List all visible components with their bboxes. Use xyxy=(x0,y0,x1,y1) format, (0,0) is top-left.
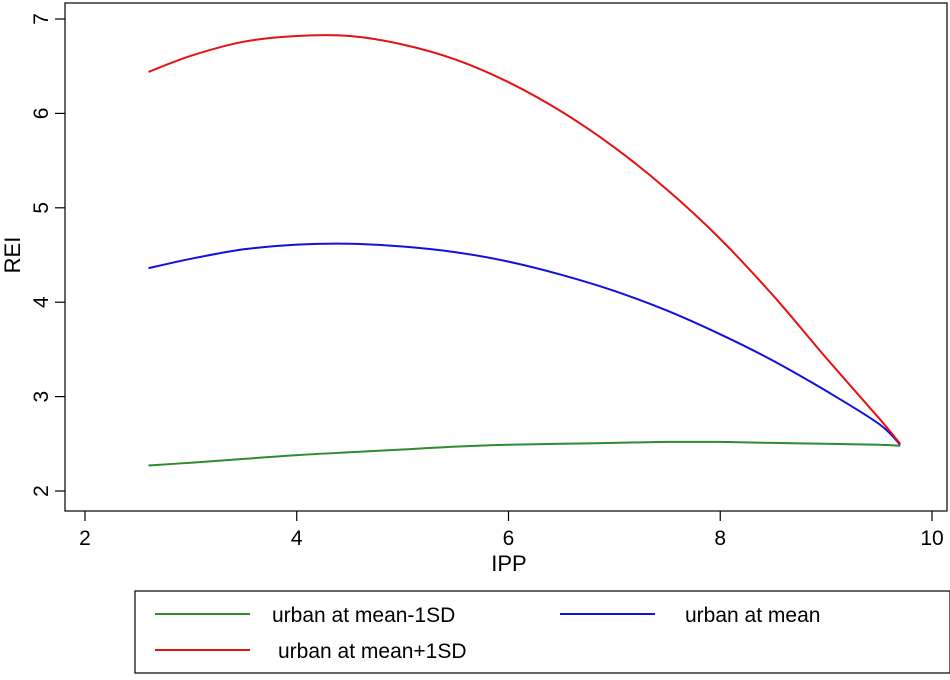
series-line-2 xyxy=(148,242,901,446)
x-tick-label: 4 xyxy=(291,527,303,550)
x-tick-label: 10 xyxy=(920,527,943,550)
legend-label-3: urban at mean+1SD xyxy=(278,640,467,663)
y-tick-label: 3 xyxy=(30,391,53,403)
legend: urban at mean-1SD urban at mean urban at m… xyxy=(155,604,820,663)
x-axis-label: IPP xyxy=(491,551,526,576)
y-tick-label: 4 xyxy=(30,296,53,308)
x-tick-label: 6 xyxy=(503,527,515,550)
series-line-1 xyxy=(148,440,901,467)
x-tick-label: 8 xyxy=(714,527,726,550)
y-tick-label: 2 xyxy=(30,485,53,497)
series-layer xyxy=(148,34,901,467)
x-axis: 2 4 6 8 10 xyxy=(79,511,944,550)
y-tick-label: 6 xyxy=(30,108,53,120)
series-line-3 xyxy=(148,34,901,445)
legend-label-2: urban at mean xyxy=(685,604,820,627)
x-tick-label: 2 xyxy=(79,527,91,550)
legend-box xyxy=(134,590,950,674)
plot-frame xyxy=(64,2,948,512)
y-axis-label: REI xyxy=(0,237,25,274)
y-tick-label: 5 xyxy=(30,202,53,214)
legend-label-1: urban at mean-1SD xyxy=(272,604,455,627)
y-axis: 2 3 4 5 6 7 xyxy=(30,13,65,497)
y-tick-label: 7 xyxy=(30,13,53,25)
